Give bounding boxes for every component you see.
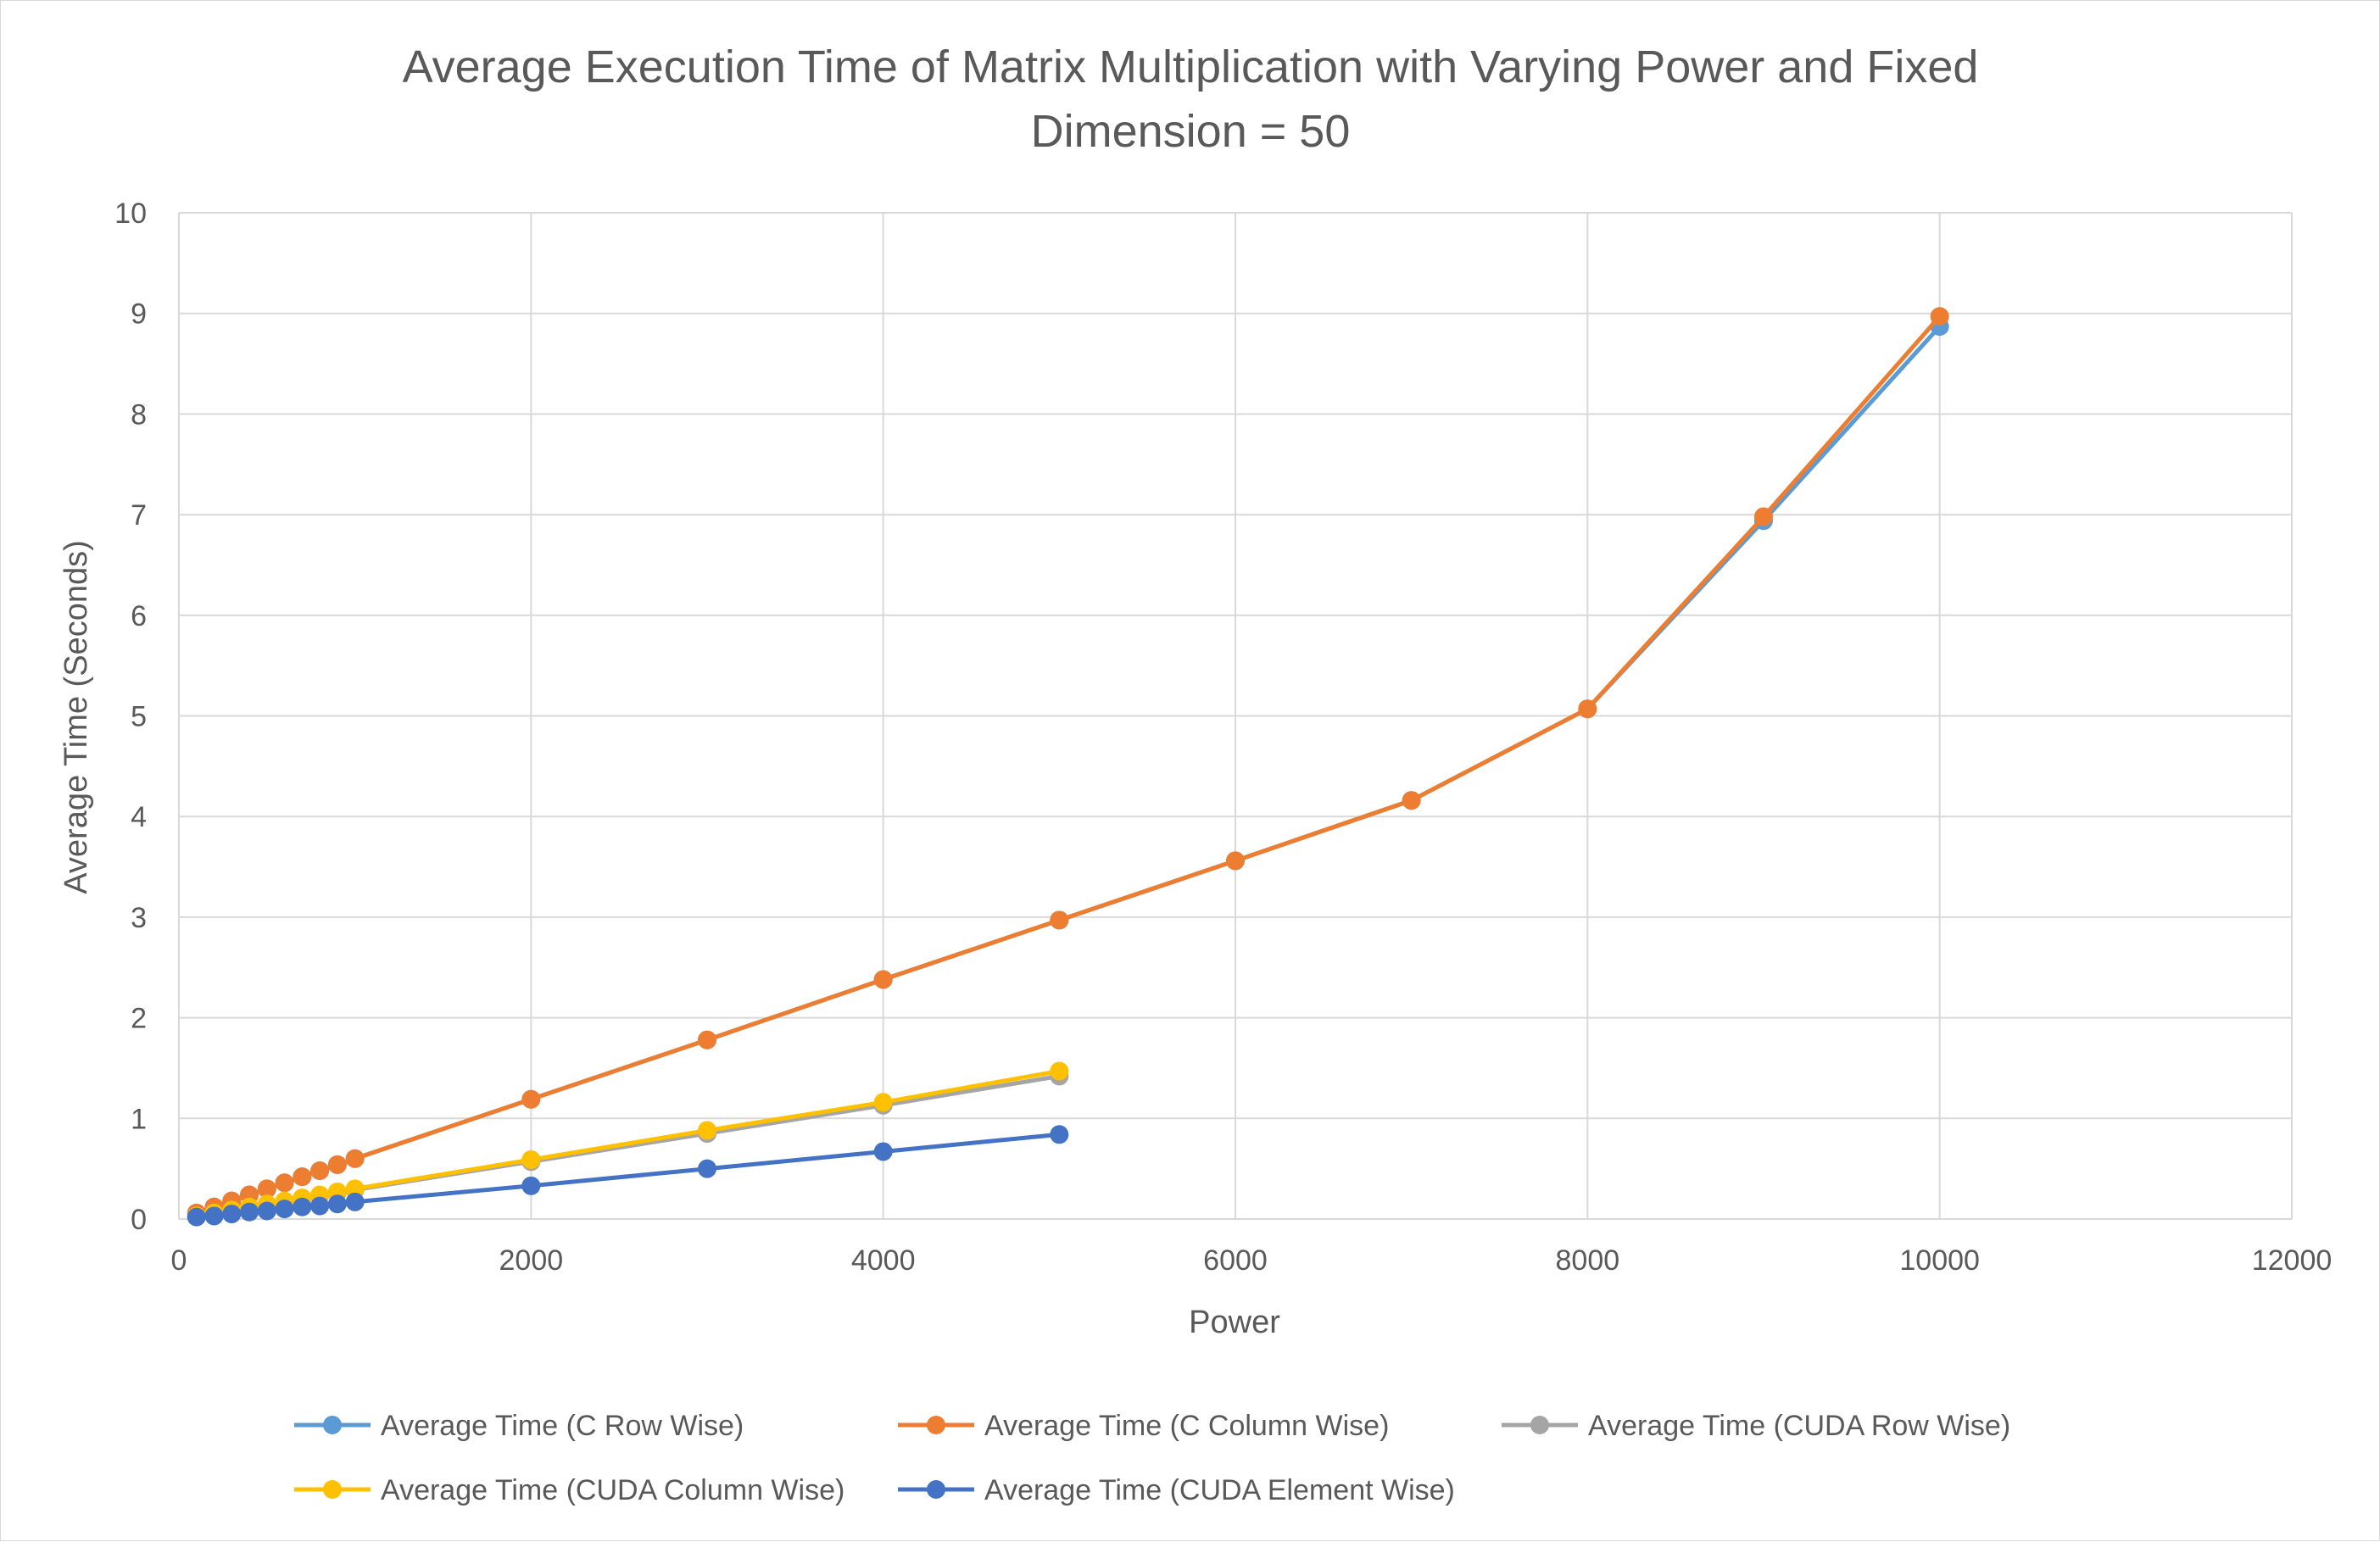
data-point xyxy=(204,1206,224,1226)
data-point xyxy=(257,1179,276,1199)
legend-label: Average Time (C Column Wise) xyxy=(984,1410,1389,1442)
legend-item: Average Time (C Column Wise) xyxy=(898,1410,1389,1442)
series-line xyxy=(195,325,1942,1216)
y-tick-label: 8 xyxy=(131,398,147,431)
series-1 xyxy=(187,317,1949,1222)
data-point xyxy=(873,1093,893,1112)
data-point xyxy=(873,1142,893,1161)
legend-label: Average Time (CUDA Row Wise) xyxy=(1588,1410,2010,1442)
legend-item: Average Time (C Row Wise) xyxy=(294,1410,744,1442)
series-5 xyxy=(187,1125,1069,1227)
data-point xyxy=(1050,910,1069,930)
y-tick-label: 4 xyxy=(131,801,147,833)
x-tick-label: 2000 xyxy=(499,1244,564,1277)
data-point xyxy=(521,1089,541,1109)
y-tick-label: 0 xyxy=(131,1204,147,1236)
data-point xyxy=(698,1030,716,1049)
chart-title-line-1: Average Execution Time of Matrix Multipl… xyxy=(403,42,1979,92)
legend-item: Average Time (CUDA Column Wise) xyxy=(294,1474,844,1506)
x-tick-label: 10000 xyxy=(1899,1244,1980,1277)
data-point xyxy=(310,1196,330,1216)
data-point xyxy=(1578,699,1597,719)
data-point xyxy=(521,1176,541,1195)
data-point xyxy=(345,1179,365,1199)
legend-item: Average Time (CUDA Row Wise) xyxy=(1502,1410,2010,1442)
legend-marker xyxy=(927,1416,945,1434)
legend: Average Time (C Row Wise) Average Time (C… xyxy=(294,1410,2010,1506)
y-tick-label: 3 xyxy=(131,902,147,934)
legend-item: Average Time (CUDA Element Wise) xyxy=(898,1474,1455,1506)
data-point xyxy=(293,1167,312,1187)
data-point xyxy=(275,1173,294,1193)
legend-label: Average Time (C Row Wise) xyxy=(381,1410,744,1442)
data-point xyxy=(257,1201,276,1221)
y-tick-label: 7 xyxy=(131,499,147,532)
data-point xyxy=(187,1207,206,1227)
data-point xyxy=(698,1159,716,1178)
data-point xyxy=(222,1205,242,1224)
data-point xyxy=(1050,1125,1069,1144)
y-tick-label: 9 xyxy=(131,298,147,331)
x-tick-label: 6000 xyxy=(1203,1244,1268,1277)
data-point xyxy=(1754,507,1773,526)
data-point xyxy=(345,1149,365,1168)
y-axis-ticks: 0 1 2 3 4 5 6 7 8 9 10 xyxy=(114,198,147,1236)
data-point xyxy=(698,1121,716,1140)
data-point xyxy=(521,1150,541,1169)
data-point xyxy=(1050,1061,1069,1081)
x-tick-label: 12000 xyxy=(2252,1244,2333,1277)
y-tick-label: 2 xyxy=(131,1003,147,1035)
x-axis-ticks: 0 2000 4000 6000 8000 10000 12000 xyxy=(171,1244,2333,1277)
data-point xyxy=(1402,791,1421,810)
series-layer xyxy=(187,307,1949,1227)
y-tick-label: 5 xyxy=(131,701,147,733)
y-axis-title: Average Time (Seconds) xyxy=(59,540,94,894)
legend-marker xyxy=(323,1416,342,1434)
data-point xyxy=(310,1161,330,1181)
x-axis-title: Power xyxy=(1189,1305,1280,1340)
legend-marker xyxy=(927,1480,945,1499)
data-point xyxy=(240,1202,259,1222)
data-point xyxy=(1930,307,1949,326)
data-point xyxy=(275,1200,294,1219)
y-tick-label: 6 xyxy=(131,600,147,632)
legend-label: Average Time (CUDA Column Wise) xyxy=(381,1474,844,1506)
x-tick-label: 8000 xyxy=(1556,1244,1620,1277)
chart-title-line-2: Dimension = 50 xyxy=(1031,106,1351,157)
x-tick-label: 4000 xyxy=(851,1244,916,1277)
grid xyxy=(178,212,2293,1220)
x-tick-label: 0 xyxy=(171,1244,187,1277)
legend-marker xyxy=(323,1480,342,1499)
y-tick-label: 1 xyxy=(131,1103,147,1135)
series-2 xyxy=(187,307,1949,1222)
y-tick-label: 10 xyxy=(114,198,147,230)
data-point xyxy=(873,970,893,989)
data-point xyxy=(327,1155,347,1174)
legend-marker xyxy=(1530,1416,1549,1434)
data-point xyxy=(327,1194,347,1214)
data-point xyxy=(345,1192,365,1211)
data-point xyxy=(293,1197,312,1216)
legend-label: Average Time (CUDA Element Wise) xyxy=(984,1474,1455,1506)
data-point xyxy=(1226,851,1245,871)
